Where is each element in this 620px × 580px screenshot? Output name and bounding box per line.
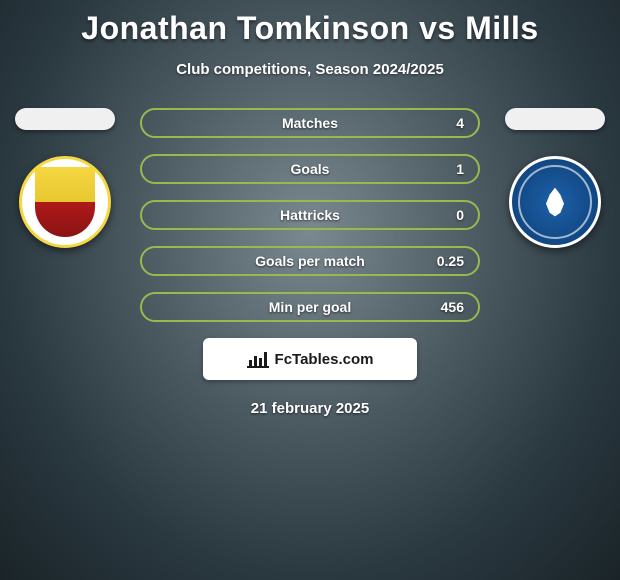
brand-box[interactable]: FcTables.com: [203, 338, 417, 380]
stat-row: Matches 4: [140, 108, 480, 138]
stat-label: Goals: [291, 161, 330, 177]
player-left-column: [10, 108, 120, 248]
stat-label: Hattricks: [280, 207, 340, 223]
stat-row: Goals per match 0.25: [140, 246, 480, 276]
comparison-body: Matches 4 Goals 1 Hattricks 0 Goals per …: [0, 108, 620, 417]
player-right-club-badge: [509, 156, 601, 248]
stat-right-value: 4: [434, 115, 464, 131]
stat-row: Hattricks 0: [140, 200, 480, 230]
stat-label: Goals per match: [255, 253, 365, 269]
stat-right-value: 0.25: [434, 253, 464, 269]
player-left-flag: [15, 108, 115, 130]
stat-row: Min per goal 456: [140, 292, 480, 322]
bar-chart-icon: [247, 350, 269, 368]
player-right-flag: [505, 108, 605, 130]
snapshot-date: 21 february 2025: [0, 400, 620, 417]
stat-right-value: 456: [434, 299, 464, 315]
player-left-club-badge: [19, 156, 111, 248]
comparison-subtitle: Club competitions, Season 2024/2025: [0, 61, 620, 78]
stat-right-value: 0: [434, 207, 464, 223]
stat-row: Goals 1: [140, 154, 480, 184]
stats-list: Matches 4 Goals 1 Hattricks 0 Goals per …: [140, 108, 480, 322]
stat-label: Min per goal: [269, 299, 351, 315]
brand-text: FcTables.com: [275, 351, 374, 368]
crest-shape: [35, 167, 95, 237]
comparison-title: Jonathan Tomkinson vs Mills: [0, 0, 620, 47]
stat-right-value: 1: [434, 161, 464, 177]
stat-label: Matches: [282, 115, 338, 131]
player-right-column: [500, 108, 610, 248]
